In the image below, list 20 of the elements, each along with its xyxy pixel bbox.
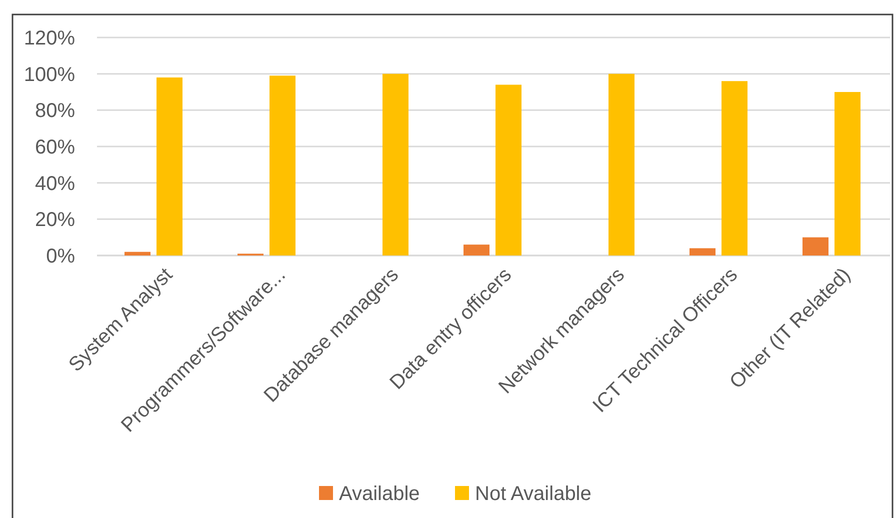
bar	[464, 244, 490, 256]
bar	[270, 76, 296, 256]
bar	[834, 92, 860, 256]
y-tick-label: 60%	[34, 136, 76, 158]
bar	[382, 74, 408, 256]
y-tick-label: 0%	[46, 246, 76, 268]
y-tick-label: 120%	[24, 28, 76, 50]
bar	[496, 84, 522, 256]
bar	[156, 77, 182, 256]
y-tick-label: 100%	[24, 64, 76, 86]
y-tick-label: 20%	[34, 209, 76, 232]
legend-label: Available	[339, 483, 420, 505]
bar	[802, 237, 828, 256]
y-tick-label: 40%	[34, 172, 76, 195]
bar	[608, 74, 634, 256]
bar	[690, 248, 716, 256]
legend-label: Not Available	[475, 483, 592, 505]
bar	[124, 252, 150, 256]
y-tick-label: 80%	[34, 100, 76, 122]
bar	[722, 81, 748, 256]
